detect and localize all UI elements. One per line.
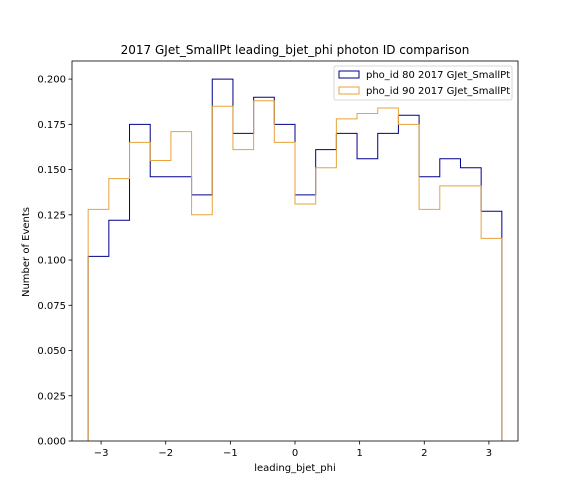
y-tick-label: 0.075 xyxy=(37,301,66,312)
x-tick-label: 1 xyxy=(356,448,362,459)
x-tick-label: 3 xyxy=(486,448,492,459)
series-line-2 xyxy=(87,100,503,441)
y-axis-label: Number of Events xyxy=(21,207,32,297)
x-tick-label: −2 xyxy=(158,448,173,459)
x-tick-label: 0 xyxy=(292,448,298,459)
series-line-1 xyxy=(87,78,503,441)
y-tick-label: 0.125 xyxy=(37,210,66,221)
y-tick-label: 0.025 xyxy=(37,391,66,402)
y-tick-label: 0.000 xyxy=(37,437,66,448)
x-tick-label: 2 xyxy=(421,448,427,459)
y-tick-label: 0.100 xyxy=(37,256,66,267)
legend-label-2: pho_id 90 2017 GJet_SmallPt xyxy=(366,86,510,97)
y-tick-label: 0.175 xyxy=(37,120,66,131)
legend-swatch-1 xyxy=(338,70,360,79)
legend-swatch-2 xyxy=(338,86,360,95)
legend-label-1: pho_id 80 2017 GJet_SmallPt xyxy=(366,70,510,81)
plot-frame xyxy=(71,60,519,442)
x-tick-label: −3 xyxy=(94,448,109,459)
y-tick-label: 0.200 xyxy=(37,75,66,86)
y-tick-label: 0.150 xyxy=(37,165,66,176)
y-tick-label: 0.050 xyxy=(37,346,66,357)
legend-box xyxy=(333,65,513,101)
x-tick-label: −1 xyxy=(223,448,238,459)
chart-title: 2017 GJet_SmallPt leading_bjet_phi photo… xyxy=(121,43,470,57)
x-axis-label: leading_bjet_phi xyxy=(254,463,336,474)
